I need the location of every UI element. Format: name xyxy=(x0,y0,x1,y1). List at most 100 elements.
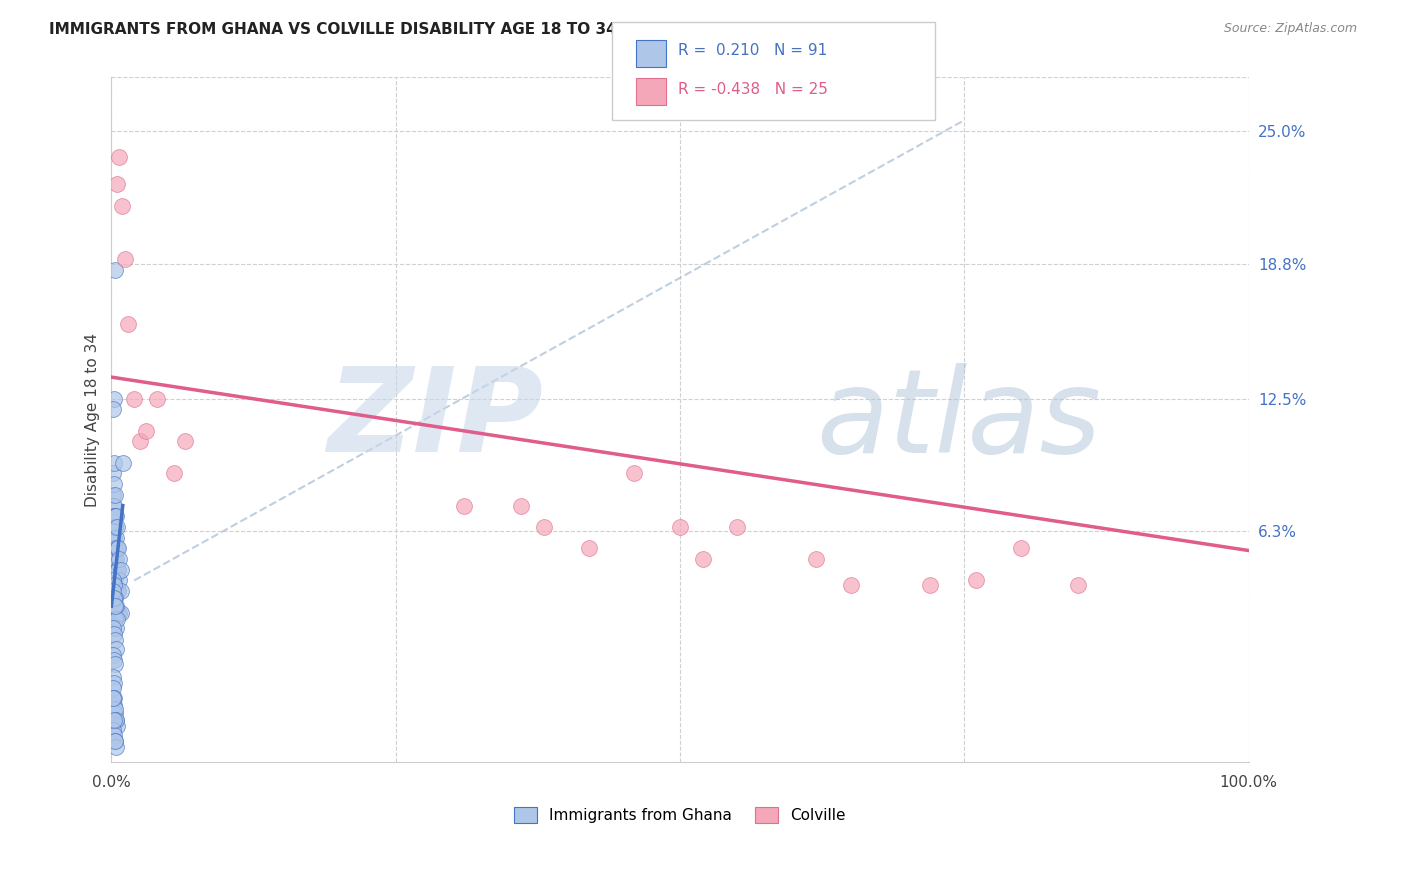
Point xyxy=(104,642,127,657)
Point xyxy=(105,178,128,192)
Point xyxy=(103,509,125,524)
Point xyxy=(104,509,127,524)
Legend: Immigrants from Ghana, Colville: Immigrants from Ghana, Colville xyxy=(515,807,846,823)
Point xyxy=(104,621,127,635)
Point xyxy=(692,552,714,566)
Point xyxy=(104,633,127,648)
Point xyxy=(509,499,531,513)
Point xyxy=(965,574,987,588)
Point xyxy=(104,263,127,277)
Point xyxy=(101,691,124,706)
Point xyxy=(103,392,125,406)
Point xyxy=(101,531,124,545)
Point xyxy=(103,531,125,545)
Point xyxy=(110,584,132,599)
Point xyxy=(114,252,136,267)
Point xyxy=(101,520,124,534)
Point xyxy=(101,584,124,599)
Point xyxy=(101,467,124,481)
Text: R =  0.210   N = 91: R = 0.210 N = 91 xyxy=(678,43,827,58)
Point xyxy=(669,520,692,534)
Point xyxy=(107,584,129,599)
Point xyxy=(104,541,127,556)
Point xyxy=(104,706,127,721)
Point xyxy=(101,402,124,417)
Text: IMMIGRANTS FROM GHANA VS COLVILLE DISABILITY AGE 18 TO 34 CORRELATION CHART: IMMIGRANTS FROM GHANA VS COLVILLE DISABI… xyxy=(49,22,804,37)
Point xyxy=(101,648,124,663)
Point xyxy=(163,467,186,481)
Point xyxy=(103,569,125,583)
Point xyxy=(101,499,124,513)
Point xyxy=(104,589,127,603)
Point xyxy=(174,434,197,449)
Point xyxy=(103,728,125,742)
Point xyxy=(104,612,127,626)
Point xyxy=(453,499,475,513)
Point xyxy=(108,552,131,566)
Point xyxy=(108,606,131,620)
Point xyxy=(111,199,134,213)
Point xyxy=(920,578,942,592)
Point xyxy=(103,456,125,470)
Point xyxy=(104,713,127,727)
Point xyxy=(103,477,125,491)
Point xyxy=(105,520,128,534)
Point xyxy=(104,509,127,524)
Text: atlas: atlas xyxy=(817,363,1101,477)
Point xyxy=(111,456,134,470)
Point xyxy=(103,599,125,614)
Point xyxy=(104,713,127,727)
Point xyxy=(103,691,125,706)
Point xyxy=(104,734,127,748)
Point xyxy=(101,691,124,706)
Point xyxy=(101,681,124,695)
Text: 100.0%: 100.0% xyxy=(1219,775,1278,790)
Point xyxy=(103,578,125,592)
Point xyxy=(101,509,124,524)
Point xyxy=(103,713,125,727)
Point xyxy=(104,606,127,620)
Point xyxy=(104,563,127,577)
Point xyxy=(107,541,129,556)
Point xyxy=(108,150,131,164)
Point xyxy=(122,392,145,406)
Point xyxy=(104,488,127,502)
Point xyxy=(103,541,125,556)
Point xyxy=(103,520,125,534)
Point xyxy=(101,552,124,566)
Y-axis label: Disability Age 18 to 34: Disability Age 18 to 34 xyxy=(86,333,100,507)
Point xyxy=(103,563,125,577)
Point xyxy=(725,520,748,534)
Point xyxy=(101,723,124,738)
Point xyxy=(110,563,132,577)
Point xyxy=(105,719,128,733)
Point xyxy=(107,563,129,577)
Point xyxy=(103,653,125,667)
Point xyxy=(104,520,127,534)
Point xyxy=(101,621,124,635)
Point xyxy=(103,676,125,690)
Point xyxy=(104,657,127,671)
Point xyxy=(839,578,862,592)
Point xyxy=(104,552,127,566)
Point xyxy=(104,569,127,583)
Point xyxy=(105,582,128,596)
Point xyxy=(101,574,124,588)
Point xyxy=(105,612,128,626)
Point xyxy=(1067,578,1090,592)
Point xyxy=(146,392,169,406)
Point xyxy=(101,563,124,577)
Point xyxy=(101,595,124,609)
Point xyxy=(103,499,125,513)
Point xyxy=(103,627,125,641)
Point xyxy=(104,599,127,614)
Point xyxy=(103,698,125,712)
Point xyxy=(105,541,128,556)
Point xyxy=(117,317,139,331)
Point xyxy=(1010,541,1032,556)
Point xyxy=(104,734,127,748)
Text: 0.0%: 0.0% xyxy=(91,775,131,790)
Point xyxy=(108,574,131,588)
Point xyxy=(105,606,128,620)
Point xyxy=(101,488,124,502)
